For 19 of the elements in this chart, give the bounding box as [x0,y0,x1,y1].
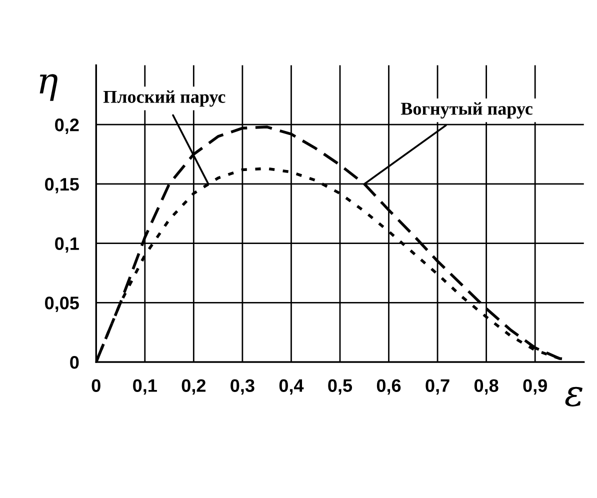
y-tick-label: 0 [70,356,79,369]
annotation: Вогнутый парус [400,102,532,119]
x-tick-label: 0,8 [474,379,498,395]
y-axis-title: η [40,74,58,101]
y-tick-label: 0,1 [55,237,79,253]
x-tick-label: 0 [92,379,100,392]
x-tick-label: 0,2 [182,379,206,395]
x-tick-label: 0,1 [133,379,157,395]
x-tick-label: 0,9 [523,379,547,395]
x-tick-label: 0,6 [376,379,401,395]
x-tick-label: 0,3 [230,379,254,395]
y-tick-label: 0,15 [45,178,79,194]
x-tick-label: 0,7 [426,379,450,395]
annotation: Плоский парус [103,90,226,107]
x-axis-title: ε [565,386,582,406]
y-tick-label: 0,2 [55,118,79,134]
y-tick-label: 0,05 [45,296,79,312]
x-tick-label: 0,5 [328,379,352,395]
x-tick-label: 0,4 [279,379,304,395]
